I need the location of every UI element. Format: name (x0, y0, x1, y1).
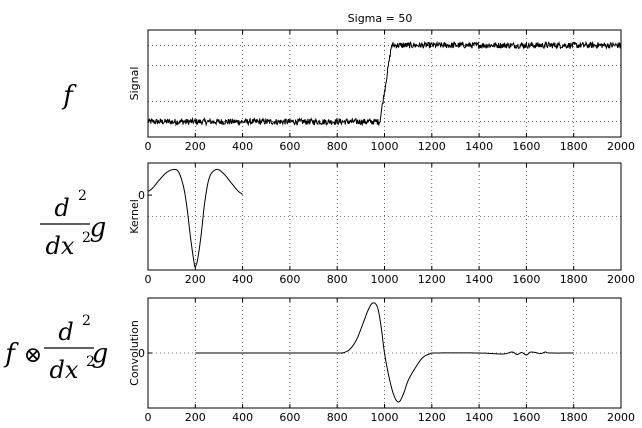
kernel-xtick-label: 400 (232, 273, 253, 286)
subplot-kernel: 0 200 400 600 800 1000 1200 1400 1600 1800 20000Ke… (128, 162, 635, 286)
figure-title: Sigma = 50 (348, 12, 413, 25)
kernel-ytick-label: 0 (138, 189, 145, 202)
kernel-xtick-label: 200 (185, 273, 206, 286)
kernel-xtick-label: 1000 (371, 273, 399, 286)
kernel-series-line-0 (147, 168, 243, 268)
kernel-xtick-label: 1800 (560, 273, 588, 286)
kernel-ylabel: Kernel (128, 199, 141, 234)
convolution-xtick-label: 400 (232, 411, 253, 424)
convolution-series-line-0 (195, 302, 574, 403)
row-label-signal: f (61, 81, 77, 111)
convolution-xtick-label: 1200 (418, 411, 446, 424)
signal-xtick-label: 1400 (465, 140, 493, 153)
conv-f: f (3, 339, 19, 369)
kernel-xtick-label: 1400 (465, 273, 493, 286)
convolution-xtick-label: 0 (145, 411, 152, 424)
convolution-ylabel: Convolution (128, 320, 141, 386)
signal-xtick-label: 600 (279, 140, 300, 153)
row-label-kernel: d 2 dx 2 g (40, 188, 106, 260)
conv-g: g (92, 339, 109, 369)
signal-xtick-label: 1600 (512, 140, 540, 153)
kernel-xtick-label: 1200 (418, 273, 446, 286)
signal-xtick-label: 400 (232, 140, 253, 153)
subplot-signal: 0 200 400 600 800 1000 1200 1400 1600 1800 2000 Sig… (128, 29, 635, 153)
kernel-xtick-label: 800 (327, 273, 348, 286)
signal-xtick-label: 0 (145, 140, 152, 153)
signal-axes-frame (147, 29, 622, 138)
conv-denominator-dx: dx (50, 356, 79, 384)
signal-xtick-label: 1800 (560, 140, 588, 153)
kernel-denominator-dx: dx (46, 232, 75, 260)
convolution-xtick-label: 1800 (560, 411, 588, 424)
kernel-numerator-d: d (54, 194, 69, 222)
convolution-xtick-label: 600 (279, 411, 300, 424)
kernel-xtick-label: 1600 (512, 273, 540, 286)
signal-series-line-0 (147, 40, 622, 127)
kernel-xtick-label: 2000 (607, 273, 635, 286)
signal-ylabel: Signal (128, 67, 141, 101)
conv-numerator-exponent: 2 (82, 313, 91, 329)
kernel-g: g (90, 213, 107, 243)
convolution-xtick-label: 200 (185, 411, 206, 424)
signal-xtick-label: 1000 (371, 140, 399, 153)
signal-xtick-label: 2000 (607, 140, 635, 153)
conv-operator-icon: ⊗ (24, 343, 42, 368)
row-label-f: f (61, 81, 77, 111)
row-label-convolution: f ⊗ d 2 dx 2 g (3, 313, 108, 384)
conv-denominator-exponent: 2 (86, 354, 95, 370)
signal-xtick-label: 200 (185, 140, 206, 153)
kernel-xtick-label: 600 (279, 273, 300, 286)
convolution-xtick-label: 1000 (371, 411, 399, 424)
conv-numerator-d: d (58, 318, 73, 346)
convolution-ytick-label: 0 (138, 347, 145, 360)
convolution-xtick-label: 1600 (512, 411, 540, 424)
signal-xtick-label: 800 (327, 140, 348, 153)
kernel-numerator-exponent: 2 (78, 188, 87, 204)
subplot-convolution: 0 200 400 600 800 1000 1200 1400 1600 1800 20000Co… (128, 297, 635, 424)
convolution-xtick-label: 2000 (607, 411, 635, 424)
signal-xtick-label: 1200 (418, 140, 446, 153)
subplots: 0 200 400 600 800 1000 1200 1400 1600 1800 2000Sig… (128, 29, 635, 424)
convolution-xtick-label: 800 (327, 411, 348, 424)
convolution-xtick-label: 1400 (465, 411, 493, 424)
kernel-xtick-label: 0 (145, 273, 152, 286)
kernel-denominator-exponent: 2 (82, 230, 91, 246)
